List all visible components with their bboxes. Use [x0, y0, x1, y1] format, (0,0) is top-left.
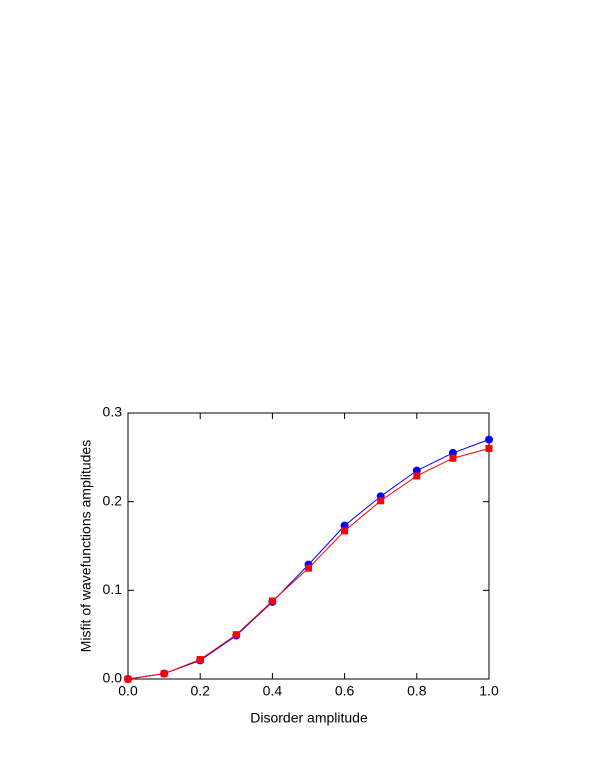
x-tick-label: 0.4 [263, 683, 283, 699]
marker [305, 564, 312, 572]
marker [449, 454, 457, 462]
x-tick-label: 0.0 [118, 683, 138, 699]
y-tick-label: 0.3 [103, 404, 123, 420]
marker [196, 655, 204, 663]
marker [485, 435, 493, 444]
x-tick-label: 1.0 [479, 683, 499, 699]
plot-frame [127, 412, 490, 680]
marker [232, 631, 240, 639]
y-tick-label: 0.1 [103, 581, 123, 597]
marker [124, 675, 132, 683]
marker [160, 670, 168, 678]
marker [268, 597, 276, 605]
marker [377, 497, 385, 505]
y-tick-label: 0.0 [103, 670, 123, 686]
y-axis-label: Misfit of wavefunctions amplitudes [78, 440, 94, 652]
y-tick-label: 0.2 [103, 492, 123, 508]
marker [413, 472, 421, 480]
x-tick-label: 0.6 [335, 683, 355, 699]
marker [341, 527, 349, 535]
x-tick-label: 0.8 [407, 683, 427, 699]
x-tick-label: 0.2 [190, 683, 210, 699]
series-line [127, 439, 490, 680]
marker [485, 444, 493, 452]
x-axis-label: Disorder amplitude [250, 710, 368, 726]
